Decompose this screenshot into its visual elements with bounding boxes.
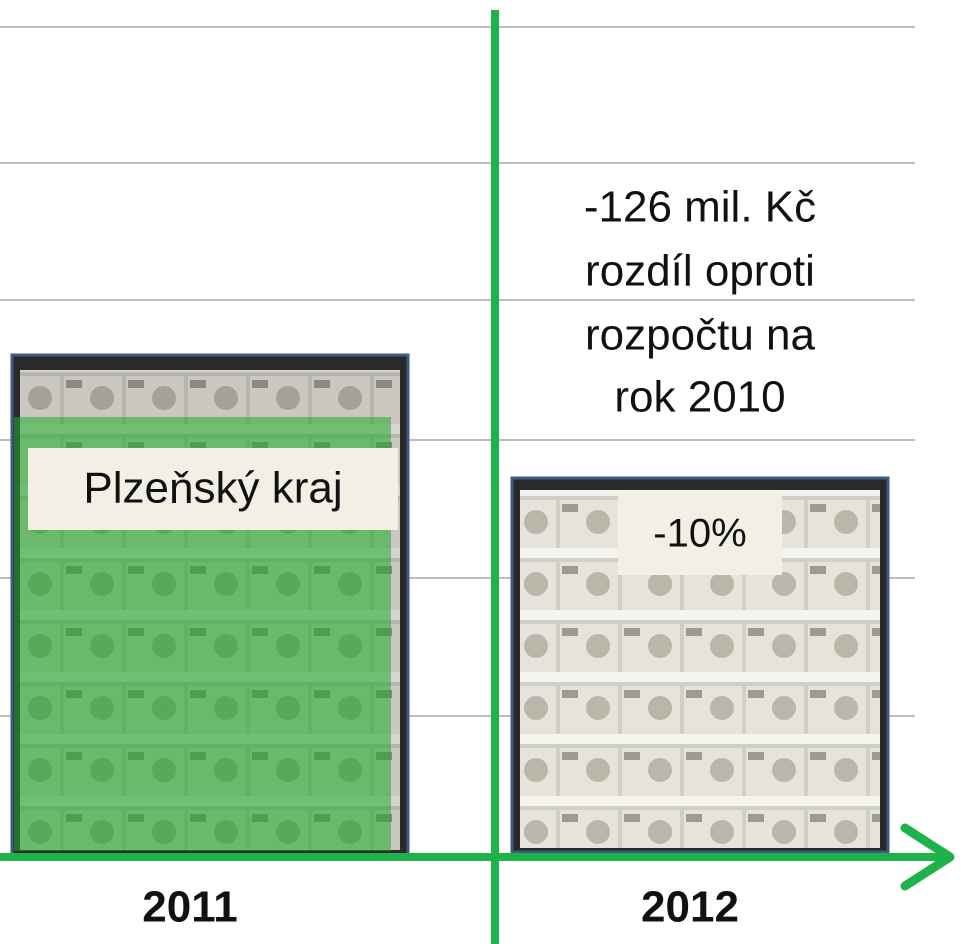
- annotation-line: rozdíl oproti: [585, 247, 815, 296]
- annotation-line: rok 2010: [614, 373, 785, 422]
- region-label: Plzeňský kraj: [83, 464, 342, 513]
- annotation-line: -126 mil. Kč: [584, 183, 816, 232]
- percent-label: -10%: [653, 512, 746, 556]
- label-box: [28, 448, 398, 530]
- time-axis: [0, 823, 955, 891]
- year-label: 2012: [641, 883, 739, 932]
- divider: [491, 10, 499, 944]
- left-image: [10, 353, 410, 857]
- label-box: [618, 493, 782, 575]
- annotation-line: rozpočtu na: [585, 311, 815, 360]
- year-label: 2011: [142, 883, 237, 932]
- annotation: -126 mil. Kč rozdíl oproti rozpočtu na r…: [584, 183, 816, 422]
